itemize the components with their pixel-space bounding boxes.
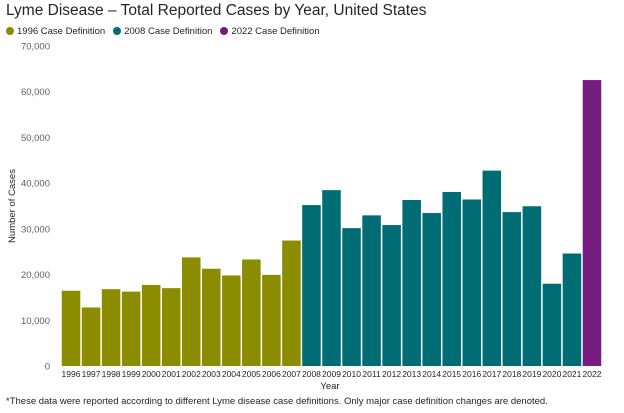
bar-2006[interactable]: [262, 274, 281, 366]
x-tick-label: 2006: [262, 369, 281, 379]
x-tick-label: 2003: [202, 369, 221, 379]
x-tick-label: 1998: [102, 369, 121, 379]
chart-legend: 1996 Case Definition 2008 Case Definitio…: [6, 24, 320, 38]
bar-2002[interactable]: [181, 257, 201, 366]
x-tick-label: 2017: [482, 369, 501, 379]
x-tick-label: 2013: [402, 369, 421, 379]
y-tick-label: 10,000: [21, 316, 50, 327]
x-axis-title: Year: [320, 381, 339, 392]
bar-2022[interactable]: [582, 80, 602, 367]
x-tick-label: 2011: [362, 369, 381, 379]
legend-dot-icon: [113, 27, 122, 35]
legend-item-1996[interactable]: 1996 Case Definition: [6, 26, 105, 37]
bar-1999[interactable]: [121, 291, 141, 366]
x-tick-label: 2005: [242, 369, 261, 379]
y-tick-label: 50,000: [21, 133, 50, 144]
bar-2019[interactable]: [522, 206, 542, 366]
legend-label: 2008 Case Definition: [124, 25, 213, 37]
bar-2003[interactable]: [202, 268, 221, 366]
bar-2018[interactable]: [502, 212, 522, 366]
x-tick-label: 2002: [182, 369, 201, 379]
x-tick-label: 2016: [462, 369, 481, 379]
bar-2000[interactable]: [141, 284, 161, 366]
x-tick-label: 2021: [562, 369, 581, 379]
bar-2007[interactable]: [282, 240, 301, 366]
bar-2014[interactable]: [422, 213, 441, 366]
y-tick-label: 30,000: [21, 224, 50, 235]
y-tick-label: 70,000: [21, 42, 50, 53]
legend-dot-icon: [220, 27, 229, 35]
legend-label: 1996 Case Definition: [17, 25, 106, 37]
x-tick-label: 1996: [62, 369, 81, 379]
x-tick-label: 2019: [522, 369, 541, 379]
x-tick-label: 2010: [342, 369, 361, 379]
x-tick-label: 2004: [222, 369, 241, 379]
y-axis-title: Number of Cases: [7, 169, 18, 243]
bar-2020[interactable]: [542, 283, 562, 366]
bar-2011[interactable]: [362, 215, 381, 366]
y-tick-label: 60,000: [21, 87, 50, 98]
footnote: *These data were reported according to d…: [6, 396, 548, 407]
bar-2016[interactable]: [462, 199, 482, 366]
bar-1997[interactable]: [81, 307, 101, 366]
x-tick-label: 2022: [583, 369, 602, 379]
x-tick-label: 1999: [122, 369, 141, 379]
x-tick-label: 2001: [162, 369, 181, 379]
legend-label: 2022 Case Definition: [231, 25, 320, 37]
bar-2005[interactable]: [242, 259, 261, 366]
x-tick-label: 2018: [502, 369, 521, 379]
bar-2021[interactable]: [562, 253, 582, 367]
bar-2001[interactable]: [161, 288, 181, 366]
bar-2015[interactable]: [442, 191, 461, 366]
bar-2010[interactable]: [342, 228, 361, 366]
bar-2009[interactable]: [322, 190, 341, 366]
bar-2004[interactable]: [222, 275, 241, 366]
x-tick-label: 1997: [82, 369, 101, 379]
x-tick-label: 2008: [302, 369, 321, 379]
bar-2008[interactable]: [302, 205, 321, 366]
x-tick-label: 2007: [282, 369, 301, 379]
x-tick-label: 2009: [322, 369, 341, 379]
x-tick-label: 2014: [422, 369, 441, 379]
legend-item-2008[interactable]: 2008 Case Definition: [113, 26, 212, 37]
bar-2017[interactable]: [482, 170, 502, 366]
y-tick-label: 40,000: [21, 179, 50, 190]
bar-1996[interactable]: [61, 290, 81, 366]
chart-title: Lyme Disease – Total Reported Cases by Y…: [6, 2, 427, 19]
legend-dot-icon: [6, 27, 14, 35]
bar-1998[interactable]: [101, 289, 121, 366]
y-tick-label: 20,000: [21, 270, 50, 281]
y-tick-label: 0: [45, 362, 50, 373]
x-tick-label: 2020: [542, 369, 561, 379]
x-tick-label: 2015: [442, 369, 461, 379]
x-tick-label: 2012: [382, 369, 401, 379]
legend-item-2022[interactable]: 2022 Case Definition: [220, 25, 320, 37]
bar-2013[interactable]: [402, 200, 421, 366]
x-tick-label: 2000: [142, 369, 161, 379]
bar-2012[interactable]: [382, 225, 401, 366]
